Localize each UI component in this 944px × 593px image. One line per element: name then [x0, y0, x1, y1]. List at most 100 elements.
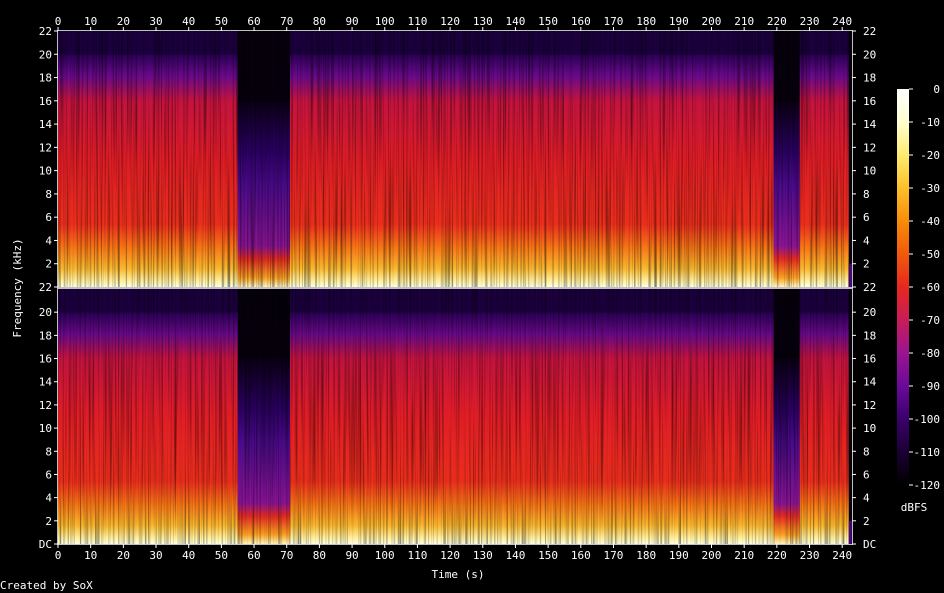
y-tick-label: 4 — [45, 234, 52, 247]
x-tick-label: 100 — [375, 15, 395, 28]
colorbar-tick-label: -120 — [914, 479, 941, 492]
y-tick-label: 8 — [45, 188, 52, 201]
channel-panel-1 — [57, 30, 853, 288]
x-tick-label: 40 — [182, 549, 195, 562]
y-tick-label: 16 — [39, 95, 52, 108]
y-tick-label: 20 — [39, 306, 52, 319]
x-tick-label: 60 — [247, 15, 260, 28]
x-tick-label: 230 — [800, 15, 820, 28]
x-tick-label: 180 — [636, 549, 656, 562]
panel-frame — [57, 30, 853, 288]
y-tick-label: 10 — [39, 422, 52, 435]
x-tick-label: 30 — [149, 549, 162, 562]
x-tick-label: 20 — [117, 15, 130, 28]
y-tick-label: 2 — [863, 258, 870, 271]
y-tick-label: 6 — [45, 468, 52, 481]
y-tick-label: 12 — [863, 141, 876, 154]
y-tick-label: 10 — [863, 165, 876, 178]
x-tick-label: 90 — [345, 549, 358, 562]
x-tick-label: 180 — [636, 15, 656, 28]
x-tick-label: 30 — [149, 15, 162, 28]
x-tick-label: 120 — [440, 15, 460, 28]
x-tick-label: 10 — [84, 549, 97, 562]
y-tick-label: 8 — [45, 445, 52, 458]
x-tick-label: 160 — [571, 15, 591, 28]
colorbar-tick-label: -50 — [920, 248, 940, 261]
y-tick-label: 2 — [45, 515, 52, 528]
x-tick-label: 90 — [345, 15, 358, 28]
y-tick-label: 8 — [863, 188, 870, 201]
y-tick-label: 22 — [39, 281, 52, 294]
y-tick-label: 14 — [39, 376, 53, 389]
y-tick-label: 6 — [45, 211, 52, 224]
y-tick-label: DC — [863, 538, 876, 551]
colorbar-tick-label: -110 — [914, 446, 941, 459]
y-tick-label: 16 — [863, 353, 876, 366]
y-tick-label: 2 — [863, 515, 870, 528]
y-tick-label: 16 — [863, 95, 876, 108]
colorbar-label: dBFS — [901, 501, 928, 514]
channel-panel-2 — [57, 288, 853, 545]
y-tick-label: 14 — [39, 118, 53, 131]
x-tick-label: 190 — [669, 15, 689, 28]
x-tick-label: 200 — [702, 549, 722, 562]
x-tick-label: 40 — [182, 15, 195, 28]
x-tick-label: 130 — [473, 15, 493, 28]
x-tick-label: 60 — [247, 549, 260, 562]
x-tick-label: 170 — [604, 15, 624, 28]
y-tick-label: 8 — [863, 445, 870, 458]
y-tick-label: 20 — [39, 48, 52, 61]
y-tick-label: 4 — [863, 492, 870, 505]
x-tick-label: 100 — [375, 549, 395, 562]
credit-text: Created by SoX — [0, 579, 93, 592]
spectrogram-panels — [57, 30, 853, 545]
x-tick-label: 0 — [55, 549, 62, 562]
colorbar-tick-label: -80 — [920, 347, 940, 360]
y-tick-label: 22 — [39, 25, 52, 38]
colorbar-tick-label: -30 — [920, 182, 940, 195]
x-tick-label: 130 — [473, 549, 493, 562]
x-tick-label: 50 — [215, 15, 228, 28]
x-tick-label: 230 — [800, 549, 820, 562]
x-tick-label: 160 — [571, 549, 591, 562]
x-tick-label: 110 — [407, 549, 427, 562]
x-tick-label: 210 — [734, 15, 754, 28]
y-tick-label: 4 — [45, 492, 52, 505]
y-tick-label: 14 — [863, 118, 877, 131]
x-tick-label: 120 — [440, 549, 460, 562]
x-tick-label: 10 — [84, 15, 97, 28]
colorbar-gradient — [897, 89, 909, 485]
y-tick-label: 12 — [39, 399, 52, 412]
y-tick-label: DC — [39, 538, 52, 551]
y-tick-label: 18 — [39, 329, 52, 342]
x-tick-label: 0 — [55, 15, 62, 28]
y-tick-label: 6 — [863, 211, 870, 224]
colorbar-tick-label: 0 — [933, 83, 940, 96]
x-tick-label: 170 — [604, 549, 624, 562]
y-tick-label: 4 — [863, 234, 870, 247]
y-tick-label: 18 — [39, 72, 52, 85]
y-tick-label: 6 — [863, 468, 870, 481]
colorbar-tick-label: -100 — [914, 413, 941, 426]
x-tick-label: 140 — [506, 549, 526, 562]
colorbar-tick-label: -40 — [920, 215, 940, 228]
texture-overlay — [58, 289, 852, 544]
x-tick-label: 20 — [117, 549, 130, 562]
x-tick-label: 70 — [280, 15, 293, 28]
x-tick-label: 200 — [702, 15, 722, 28]
x-tick-label: 150 — [538, 549, 558, 562]
y-tick-label: 18 — [863, 329, 876, 342]
x-tick-label: 80 — [313, 549, 326, 562]
x-tick-label: 240 — [832, 15, 852, 28]
y-tick-label: 20 — [863, 306, 876, 319]
texture-overlay — [58, 31, 852, 287]
x-axis-label: Time (s) — [432, 568, 485, 581]
colorbar-tick-label: -60 — [920, 281, 940, 294]
x-tick-label: 110 — [407, 15, 427, 28]
y-tick-label: 14 — [863, 376, 877, 389]
y-tick-label: 22 — [863, 281, 876, 294]
colorbar-tick-label: -20 — [920, 149, 940, 162]
y-tick-label: 10 — [39, 165, 52, 178]
